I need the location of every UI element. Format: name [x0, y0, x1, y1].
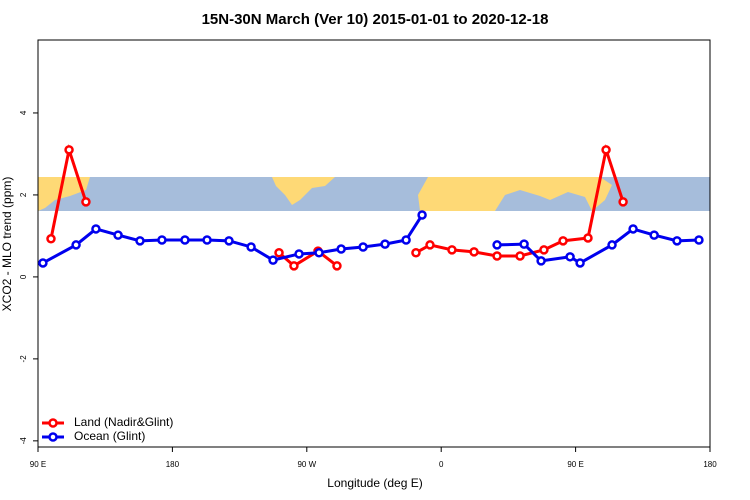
- point: [519, 239, 529, 249]
- point: [565, 252, 575, 262]
- point: [336, 244, 346, 254]
- point: [401, 235, 411, 245]
- chart-title: 15N-30N March (Ver 10) 2015-01-01 to 202…: [202, 11, 549, 28]
- x-tick-label: 90 E: [30, 460, 46, 469]
- point: [694, 235, 704, 245]
- point: [607, 240, 617, 250]
- point: [180, 235, 190, 245]
- x-tick-label: 180: [166, 460, 180, 469]
- land-shape: [418, 177, 612, 211]
- plot-frame: [37, 39, 711, 448]
- point: [618, 197, 628, 207]
- point: [64, 145, 74, 155]
- point: [38, 258, 48, 268]
- point: [539, 245, 549, 255]
- y-tick-label: 4: [19, 110, 28, 115]
- ocean-band: [38, 177, 710, 211]
- legend-marker: [48, 432, 58, 442]
- point: [575, 258, 585, 268]
- legend: Land (Nadir&Glint) Ocean (Glint): [42, 415, 173, 443]
- point: [583, 233, 593, 243]
- x-tick-label: 180: [703, 460, 717, 469]
- point: [81, 197, 91, 207]
- legend-marker: [48, 418, 58, 428]
- point: [332, 261, 342, 271]
- point: [417, 210, 427, 220]
- legend-label: Land (Nadir&Glint): [74, 415, 173, 429]
- series-line: [278, 249, 338, 268]
- point: [515, 251, 525, 261]
- point: [492, 240, 502, 250]
- y-tick-label: 2: [19, 192, 28, 197]
- y-tick-label: -2: [19, 355, 28, 363]
- point: [289, 261, 299, 271]
- x-tick-label: 90 W: [297, 460, 316, 469]
- point: [294, 249, 304, 259]
- point: [380, 239, 390, 249]
- x-tick-label: 0: [439, 460, 444, 469]
- point: [492, 251, 502, 261]
- point: [157, 235, 167, 245]
- point: [268, 255, 278, 265]
- x-axis-label: Longitude (deg E): [327, 476, 422, 490]
- point: [91, 224, 101, 234]
- land-shape: [272, 177, 335, 205]
- point: [558, 236, 568, 246]
- point: [536, 256, 546, 266]
- point: [358, 242, 368, 252]
- point: [224, 236, 234, 246]
- y-axis-label: XCO2 - MLO trend (ppm): [0, 177, 14, 312]
- point: [628, 224, 638, 234]
- point: [246, 242, 256, 252]
- point: [46, 234, 56, 244]
- land-shape: [38, 177, 90, 211]
- point: [135, 236, 145, 246]
- y-tick-label: 0: [19, 274, 28, 279]
- point: [314, 247, 324, 258]
- series-line: [497, 227, 700, 265]
- point: [71, 240, 81, 250]
- point: [447, 245, 457, 255]
- point: [649, 230, 659, 240]
- point: [469, 247, 479, 257]
- point: [202, 235, 212, 245]
- map-band: [38, 177, 710, 211]
- x-tick-label: 90 E: [567, 460, 583, 469]
- point: [672, 236, 682, 246]
- point: [425, 240, 435, 250]
- point: [601, 145, 611, 155]
- point: [411, 247, 421, 258]
- point: [274, 247, 284, 258]
- y-tick-label: -4: [19, 437, 28, 445]
- point: [113, 230, 123, 240]
- legend-label: Ocean (Glint): [74, 429, 145, 443]
